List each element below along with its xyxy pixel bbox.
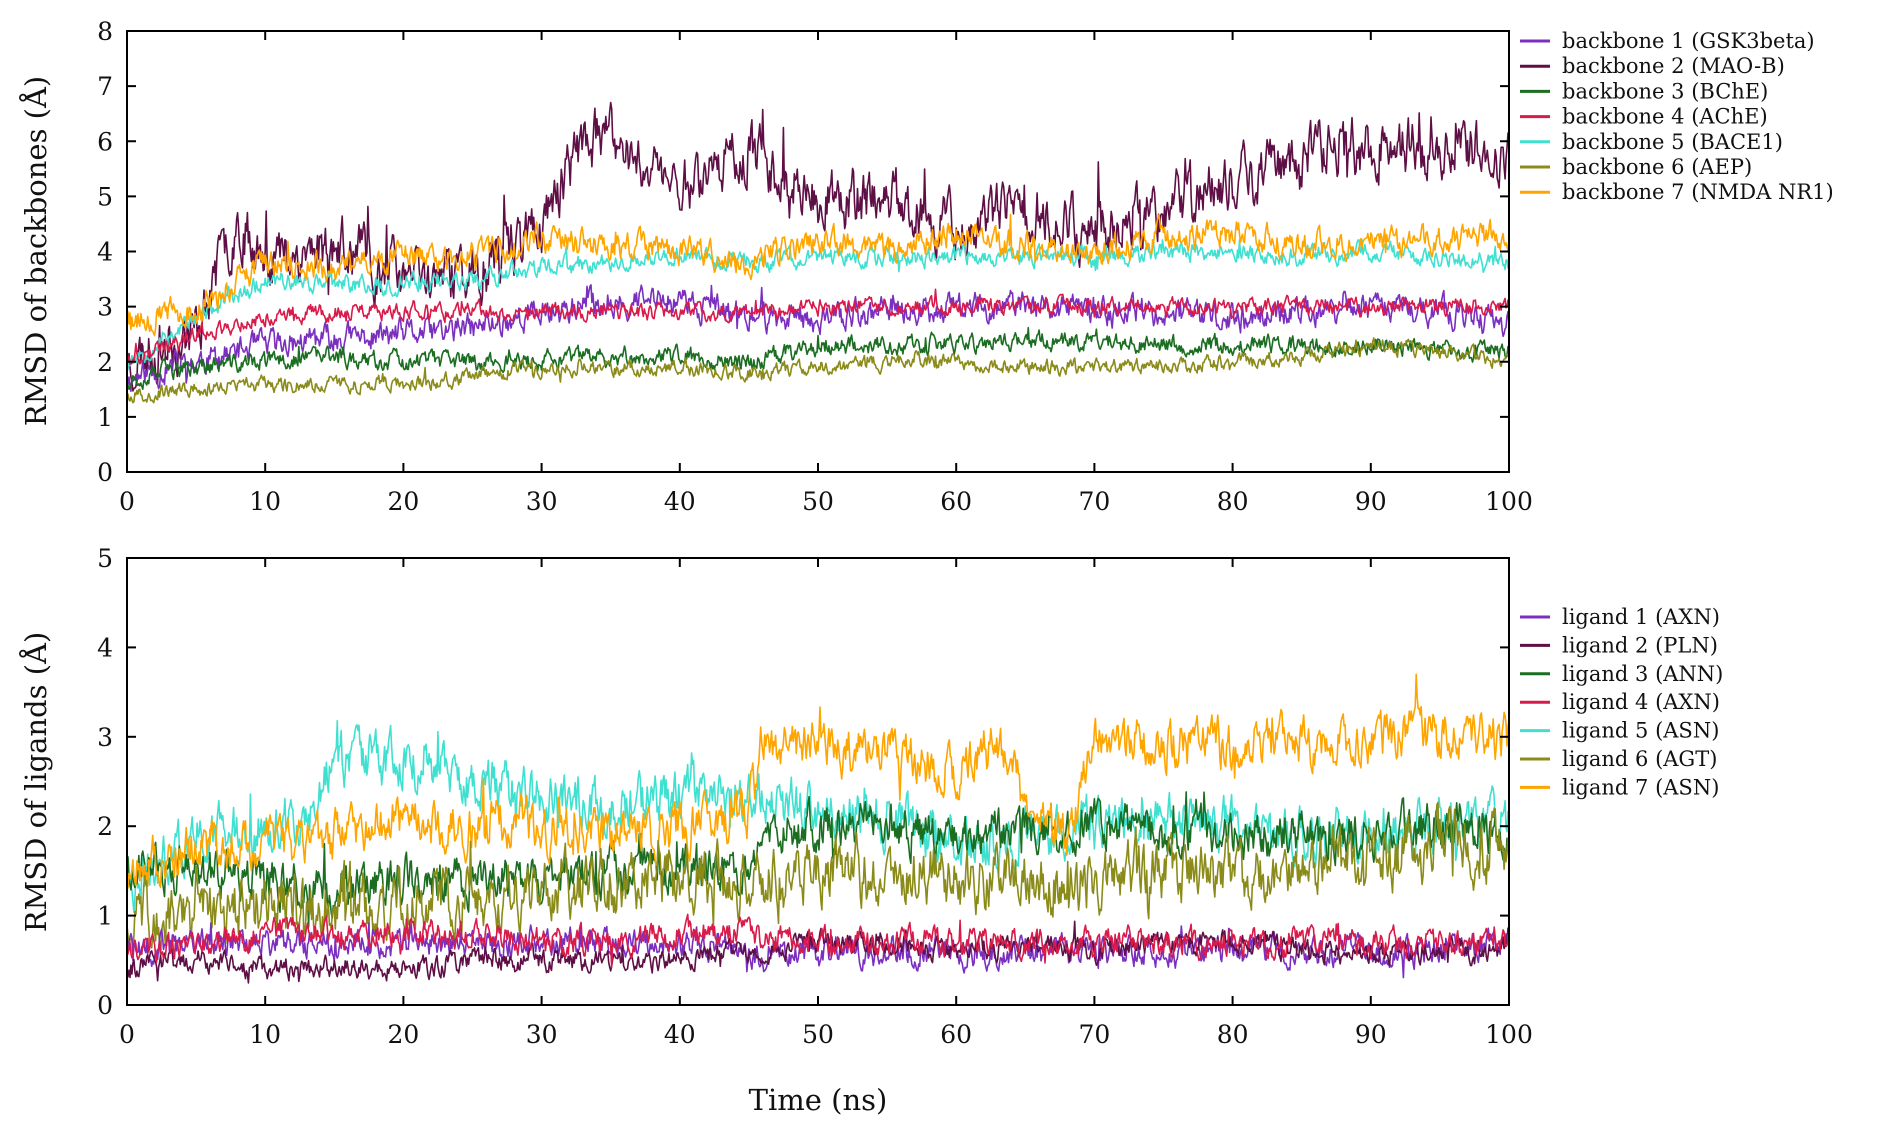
- x-tick-label: 80: [1217, 487, 1249, 516]
- ligand-rmsd-panel: 0 10 20 30 40 50 60 70 80 90 100 0 1 2 3 4 5 RMSD of lig…: [18, 544, 1723, 1117]
- backbone-legend: backbone 1 (GSK3beta)backbone 2 (MAO-B)b…: [1520, 29, 1834, 204]
- y-tick-label: 8: [97, 17, 113, 46]
- y-tick-label: 2: [97, 348, 113, 377]
- series-line-3: [127, 326, 1509, 390]
- backbone-axis-ticks: 0 10 20 30 40 50 60 70 80 90 100 0 1 2 3 4 5 6 7 8: [97, 17, 1533, 516]
- series-line-6: [127, 801, 1509, 958]
- x-tick-label: 20: [387, 1020, 419, 1049]
- x-tick-label: 30: [526, 487, 558, 516]
- x-tick-label: 80: [1217, 1020, 1249, 1049]
- y-tick-label: 1: [97, 403, 113, 432]
- x-tick-label: 100: [1485, 487, 1533, 516]
- x-axis-label: Time (ns): [749, 1083, 888, 1117]
- series-line-4: [127, 288, 1509, 366]
- series-line-5: [127, 238, 1509, 370]
- legend-label: backbone 3 (BChE): [1562, 79, 1768, 103]
- series-line-2: [127, 101, 1509, 392]
- y-tick-label: 0: [97, 991, 113, 1020]
- series-line-1: [127, 284, 1509, 392]
- series-line-7: [127, 213, 1509, 337]
- legend-label: backbone 6 (AEP): [1562, 155, 1752, 179]
- backbone-rmsd-panel: 0 10 20 30 40 50 60 70 80 90 100 0 1 2 3 4 5 6 7 8 RMSD of …: [18, 17, 1834, 516]
- x-tick-label: 0: [119, 1020, 135, 1049]
- y-tick-label: 5: [97, 544, 113, 573]
- legend-label: ligand 2 (PLN): [1562, 633, 1718, 657]
- x-tick-label: 100: [1485, 1020, 1533, 1049]
- ligand-y-axis-label: RMSD of ligands (Å): [18, 632, 53, 933]
- legend-label: backbone 5 (BACE1): [1562, 130, 1783, 154]
- legend-label: backbone 7 (NMDA NR1): [1562, 180, 1834, 204]
- legend-label: ligand 1 (AXN): [1562, 605, 1720, 629]
- y-tick-label: 7: [97, 72, 113, 101]
- legend-label: backbone 4 (AChE): [1562, 105, 1768, 129]
- y-tick-label: 6: [97, 127, 113, 156]
- x-tick-label: 90: [1355, 487, 1387, 516]
- y-tick-label: 4: [97, 238, 113, 267]
- x-tick-label: 10: [249, 1020, 281, 1049]
- x-tick-label: 70: [1078, 487, 1110, 516]
- x-tick-label: 40: [664, 1020, 696, 1049]
- series-line-5: [127, 719, 1509, 913]
- legend-label: ligand 3 (ANN): [1562, 662, 1723, 686]
- ligand-series-group: [127, 673, 1509, 984]
- x-tick-label: 40: [664, 487, 696, 516]
- y-tick-label: 1: [97, 902, 113, 931]
- x-tick-label: 20: [387, 487, 419, 516]
- x-tick-label: 90: [1355, 1020, 1387, 1049]
- series-line-6: [127, 337, 1509, 404]
- ligand-axis-ticks: 0 10 20 30 40 50 60 70 80 90 100 0 1 2 3 4 5: [97, 544, 1533, 1049]
- x-tick-label: 30: [526, 1020, 558, 1049]
- x-tick-label: 0: [119, 487, 135, 516]
- legend-label: backbone 1 (GSK3beta): [1562, 29, 1815, 53]
- series-line-2: [127, 920, 1509, 984]
- x-tick-label: 10: [249, 487, 281, 516]
- legend-label: ligand 6 (AGT): [1562, 747, 1717, 771]
- x-tick-label: 50: [802, 1020, 834, 1049]
- ligand-legend: ligand 1 (AXN) ligand 2 (PLN) ligand 3 (AN…: [1520, 605, 1723, 799]
- y-tick-label: 4: [97, 633, 113, 662]
- x-tick-label: 60: [940, 487, 972, 516]
- y-tick-label: 3: [97, 723, 113, 752]
- x-tick-label: 60: [940, 1020, 972, 1049]
- x-tick-label: 50: [802, 487, 834, 516]
- series-line-7: [127, 673, 1509, 889]
- y-tick-label: 0: [97, 458, 113, 487]
- series-line-3: [127, 791, 1509, 928]
- backbone-y-axis-label: RMSD of backbones (Å): [18, 76, 53, 426]
- y-tick-label: 3: [97, 293, 113, 322]
- legend-label: backbone 2 (MAO-B): [1562, 54, 1785, 78]
- series-line-4: [127, 913, 1509, 968]
- legend-label: ligand 4 (AXN): [1562, 690, 1720, 714]
- legend-label: ligand 5 (ASN): [1562, 719, 1719, 743]
- y-tick-label: 2: [97, 812, 113, 841]
- x-tick-label: 70: [1078, 1020, 1110, 1049]
- y-tick-label: 5: [97, 182, 113, 211]
- backbone-series-group: [127, 101, 1509, 404]
- legend-label: ligand 7 (ASN): [1562, 775, 1719, 799]
